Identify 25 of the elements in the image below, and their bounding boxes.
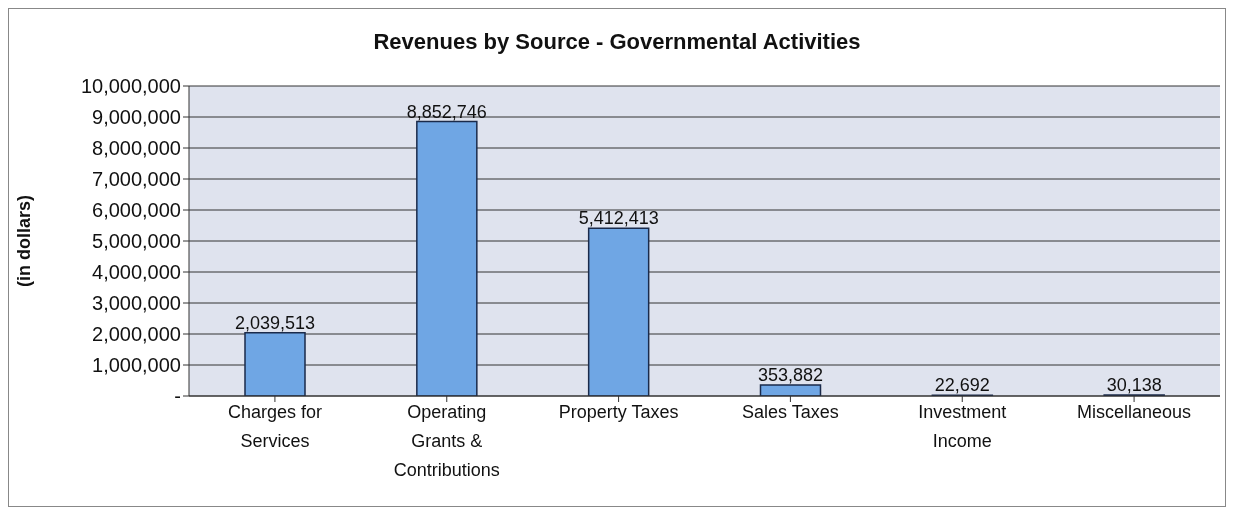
y-tick-label: 5,000,000 (92, 230, 181, 253)
y-tick-label: 8,000,000 (92, 137, 181, 160)
data-label: 30,138 (1106, 375, 1162, 396)
y-axis-title: (in dollars) (14, 194, 35, 288)
y-tick-label: 1,000,000 (92, 354, 181, 377)
y-tick-label: 3,000,000 (92, 292, 181, 315)
x-tick-label: Sales Taxes (742, 402, 839, 422)
data-label: 22,692 (934, 375, 990, 396)
x-tick-label: Charges for Services (227, 402, 322, 451)
y-tick-label: 4,000,000 (92, 261, 181, 284)
x-tick-label: Miscellaneous (1077, 402, 1192, 422)
data-label: 5,412,413 (578, 208, 659, 229)
data-label: 353,882 (757, 365, 824, 386)
x-tick-label: Operating Grants & Contributions (393, 402, 500, 480)
y-tick-label: 7,000,000 (92, 168, 181, 191)
y-tick-label: 9,000,000 (92, 106, 181, 129)
chart-title: Revenues by Source - Governmental Activities (372, 28, 862, 56)
y-tick-label: 2,000,000 (92, 323, 181, 346)
x-tick-label: Property Taxes (558, 402, 679, 422)
y-tick-label: 6,000,000 (92, 199, 181, 222)
data-label: 8,852,746 (406, 101, 487, 122)
y-tick-label: - (174, 385, 181, 408)
data-label: 2,039,513 (234, 312, 316, 333)
y-tick-label: 10,000,000 (80, 75, 181, 98)
x-tick-label: Investment Income (918, 402, 1007, 451)
